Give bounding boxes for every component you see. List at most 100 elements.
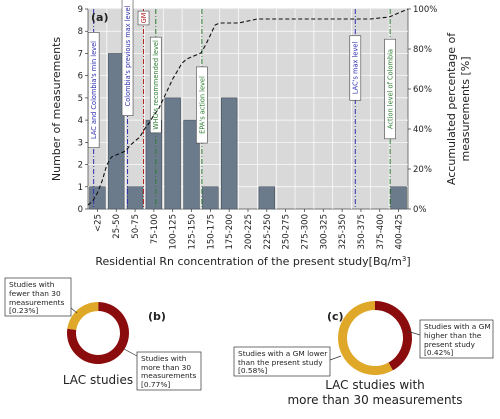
y-tick-label: 5 xyxy=(78,94,83,104)
y2-tick-label: 0% xyxy=(413,205,427,215)
x-axis-label-sup: 3 xyxy=(402,255,406,263)
callout-line: measurements xyxy=(9,298,65,307)
cumulative-line xyxy=(87,8,409,206)
x-tick-label: 275-300 xyxy=(300,214,310,250)
callout-line: [0.77%] xyxy=(141,380,170,389)
histogram-panel: LAC and Colombia's min level Colombia's p… xyxy=(50,0,472,268)
donut-c-title-line2: more than 30 measurements xyxy=(287,393,462,407)
reference-label: WHO's recommended level xyxy=(149,36,162,134)
x-tick-label: 50-75 xyxy=(131,214,141,239)
donut-c-title-line1: LAC studies with xyxy=(325,378,425,392)
y-tick-label: 6 xyxy=(78,72,83,82)
y2-tick-label: 80% xyxy=(413,45,432,55)
x-tick-label: 350-375 xyxy=(357,214,367,250)
callout-c-higher: Studies with a GM higher than the presen… xyxy=(419,319,494,359)
callout-box xyxy=(419,319,494,359)
y-tick-label: 7 xyxy=(78,49,83,59)
reference-label: Colombia's previous max level xyxy=(121,0,134,116)
callout-line: Studies with xyxy=(141,354,187,363)
x-tick-label: 150-175 xyxy=(206,214,216,250)
reference-label: GM xyxy=(137,10,150,26)
bar-<25 xyxy=(89,186,106,210)
callout-line: Studies with xyxy=(9,280,55,289)
y-tick-label: 8 xyxy=(78,27,83,37)
y2-tick-label: 20% xyxy=(413,165,432,175)
panel-label-a: (a) xyxy=(91,11,108,24)
reference-label-text: EPA's action level xyxy=(198,76,206,134)
reference-label-box xyxy=(384,38,396,140)
reference-label: Action level of Colombia xyxy=(384,38,396,140)
bar-400-425 xyxy=(390,186,407,210)
callout-line: Studies with a GM xyxy=(424,322,491,331)
callout-leader xyxy=(70,307,78,314)
callout-leader xyxy=(406,330,421,336)
donut-c xyxy=(329,301,421,376)
x-axis-label-main: Residential Rn concentration of the pres… xyxy=(95,255,402,268)
callout-line: [0.42%] xyxy=(424,348,453,357)
callout-line: Studies with a GM lower xyxy=(238,349,328,358)
x-axis-ticks: <25 25-50 50-75 75-100 100-125 125-150 150-175… xyxy=(93,209,405,250)
left-axis-ticks: 0 1 2 3 4 5 6 7 8 9 xyxy=(78,5,88,215)
x-axis-label: Residential Rn concentration of the pres… xyxy=(95,255,410,268)
bar-175-200 xyxy=(221,97,238,210)
bar-75-100 xyxy=(145,119,163,210)
callout-b-more: Studies with more than 30 measurements [… xyxy=(136,351,202,391)
y-tick-label: 0 xyxy=(78,205,83,215)
reference-label-box xyxy=(121,0,134,116)
donut-slice xyxy=(375,301,412,371)
x-tick-label: <25 xyxy=(93,214,103,232)
y2-axis-label-line2: measurements [%] xyxy=(459,56,472,161)
y2-tick-label: 60% xyxy=(413,85,432,95)
callout-line: more than 30 xyxy=(141,363,191,372)
x-tick-label: 100-125 xyxy=(169,214,179,250)
y-axis-label: Number of measurements xyxy=(50,37,63,182)
y-tick-label: 1 xyxy=(78,183,83,193)
reference-label-text: Action level of Colombia xyxy=(387,49,395,129)
y-tick-label: 4 xyxy=(78,116,83,126)
donut-panel-c: (c) LAC studies with more than 30 measur… xyxy=(233,301,494,407)
panel-label-b: (b) xyxy=(148,310,166,323)
reference-label-box xyxy=(149,36,162,134)
callout-box xyxy=(233,346,331,377)
reference-label: EPA's action level xyxy=(196,66,208,144)
donut-slice xyxy=(67,301,99,330)
callout-line: higher than the xyxy=(424,331,482,340)
x-tick-label: 175-200 xyxy=(225,214,235,250)
callout-b-fewer: Studies with fewer than 30 measurements … xyxy=(4,277,72,317)
reference-label-box xyxy=(349,35,362,101)
callout-c-lower: Studies with a GM lower than the present… xyxy=(233,346,331,377)
x-tick-label: 325-350 xyxy=(338,214,348,250)
reference-label-text: Colombia's previous max level xyxy=(124,5,132,106)
reference-label-box xyxy=(137,10,150,26)
bar-50-75 xyxy=(126,186,144,210)
callout-box xyxy=(4,277,72,317)
callout-line: present study xyxy=(424,340,476,349)
callout-box xyxy=(136,351,202,391)
panel-label-c: (c) xyxy=(327,310,344,323)
reference-label-box xyxy=(87,32,100,148)
x-tick-label: 225-250 xyxy=(263,214,273,250)
callout-leader xyxy=(329,355,342,361)
bar-225-250 xyxy=(258,186,275,210)
donut-panel-b: (b) LAC studies Studies with fewer than … xyxy=(4,277,202,391)
x-tick-label: 75-100 xyxy=(150,214,160,244)
callout-line: than the present study xyxy=(238,358,323,367)
reference-label-text: LAC's max level xyxy=(352,42,360,94)
callout-line: fewer than 30 xyxy=(9,289,61,298)
y2-tick-label: 40% xyxy=(413,125,432,135)
x-tick-label: 300-325 xyxy=(319,214,329,250)
donut-b-title: LAC studies xyxy=(63,373,133,387)
reference-label-text: WHO's recommended level xyxy=(152,40,160,130)
callout-line: [0.58%] xyxy=(238,366,267,375)
reference-label-text: GM xyxy=(140,12,148,23)
bar-150-175 xyxy=(202,186,219,210)
callout-leader xyxy=(123,348,138,357)
callout-line: measurements xyxy=(141,371,197,380)
x-tick-label: 375-400 xyxy=(376,214,386,250)
right-axis-ticks: 0% 20% 40% 60% 80% 100% xyxy=(408,5,437,215)
x-tick-label: 400-425 xyxy=(395,214,405,250)
y2-axis-label-line1: Accumulated percentage of xyxy=(445,32,458,185)
y-tick-label: 3 xyxy=(78,138,83,148)
reference-label: LAC's max level xyxy=(349,35,362,101)
x-tick-label: 125-150 xyxy=(188,214,198,250)
